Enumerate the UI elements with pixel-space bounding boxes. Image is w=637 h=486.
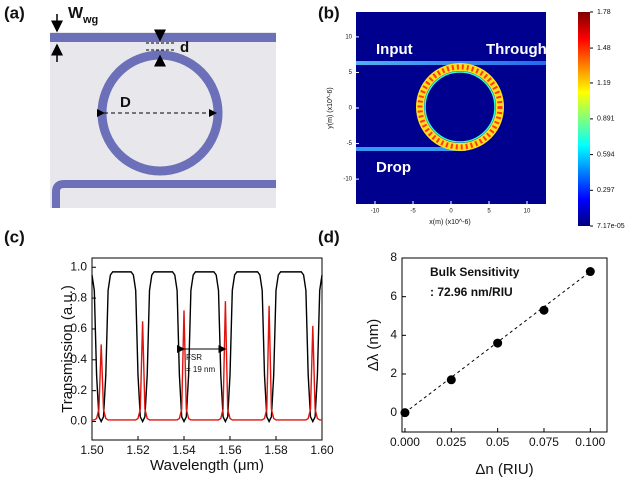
plot-frame (401, 257, 608, 433)
x-axis-label: x(m) (x10^-6) (429, 219, 470, 226)
x-axis-label: Wavelength (μm) (150, 457, 264, 474)
y-tick-label: 0.4 (70, 352, 87, 366)
point (585, 267, 595, 277)
y-tick-label: 10 (345, 34, 352, 40)
panel-label: (d) (318, 227, 340, 246)
series-line (91, 271, 323, 424)
x-tick-label: 1.58 (264, 443, 288, 457)
point (539, 305, 549, 315)
x-tick-label: -5 (410, 209, 416, 215)
y-tick-label: 8 (390, 250, 397, 264)
x-tick-label: 0.100 (575, 435, 605, 449)
y-tick-label: 6 (390, 289, 397, 303)
y-tick-label: 0 (349, 106, 353, 112)
ring-field (417, 64, 503, 150)
drop-waveguide (356, 147, 466, 151)
gap-label: d (180, 39, 189, 56)
panel-label: (b) (318, 3, 340, 22)
port-label: Drop (376, 159, 411, 176)
point (400, 408, 410, 418)
y-tick-label: 5 (349, 70, 353, 76)
point (446, 375, 456, 385)
annotation: : 72.96 nm/RIU (430, 285, 513, 299)
x-tick-label: 1.52 (126, 443, 150, 457)
x-tick-label: -10 (371, 209, 380, 215)
x-tick-label: 1.60 (310, 443, 334, 457)
x-tick-label: 0.025 (436, 435, 466, 449)
x-tick-label: 10 (524, 209, 531, 215)
x-tick-label: 0.075 (529, 435, 559, 449)
input-waveguide (356, 61, 546, 65)
y-tick-label: -10 (343, 177, 352, 183)
diameter-label: D (120, 94, 131, 111)
y-tick-label: 0 (390, 405, 397, 419)
y-tick-label: 0.8 (70, 290, 87, 304)
x-tick-label: 0.05 (486, 435, 510, 449)
x-tick-label: 1.56 (218, 443, 242, 457)
colorbar-tick-label: 0.594 (597, 151, 615, 158)
ring-edge (424, 71, 496, 143)
ring-diagram: W wg d D (50, 5, 276, 208)
panel-label: (c) (4, 227, 25, 246)
panel-label: (a) (4, 3, 25, 22)
colorbar-tick-label: 0.891 (597, 116, 615, 123)
field-image (356, 12, 546, 204)
y-tick-label: 1.0 (70, 259, 87, 273)
bus-waveguide (50, 33, 276, 42)
y-tick-label: 0.6 (70, 321, 87, 335)
colorbar (578, 12, 590, 226)
x-tick-label: 1.50 (80, 443, 104, 457)
y-axis-label: Δλ (nm) (365, 319, 382, 372)
colorbar-tick-label: 1.48 (597, 45, 611, 52)
annotation: = 19 nm (186, 365, 215, 374)
width-label: W (68, 5, 84, 22)
y-axis-label: y(m) (x10^-6) (327, 87, 334, 128)
y-tick-label: -5 (347, 141, 353, 147)
port-label: Through (486, 41, 547, 58)
field-map: Input Through Drop x(m) (x10^-6) y(m) (x… (327, 12, 590, 226)
annotation: FSR (186, 353, 202, 362)
x-tick-label: 1.54 (172, 443, 196, 457)
plot-frame (91, 257, 323, 441)
y-axis-label: Transmission (a.u.) (59, 285, 76, 413)
x-tick-label: 0.000 (390, 435, 420, 449)
x-tick-label: 0 (449, 209, 453, 215)
colorbar-tick-label: 7.17e-05 (597, 223, 625, 230)
colorbar-tick-label: 0.297 (597, 187, 615, 194)
port-label: Input (376, 41, 413, 58)
x-axis-label: Δn (RIU) (475, 461, 533, 478)
colorbar-tick-label: 1.78 (597, 9, 611, 16)
drop-waveguide (52, 180, 276, 208)
y-tick-label: 2 (390, 366, 397, 380)
y-tick-label: 4 (390, 328, 397, 342)
width-subscript: wg (82, 14, 98, 26)
y-tick-label: 0.2 (70, 383, 87, 397)
point (493, 338, 503, 348)
x-tick-label: 5 (487, 209, 491, 215)
colorbar-tick-label: 1.19 (597, 80, 611, 87)
y-tick-label: 0.0 (70, 414, 87, 428)
series-line (92, 301, 322, 421)
annotation: Bulk Sensitivity (430, 265, 520, 279)
